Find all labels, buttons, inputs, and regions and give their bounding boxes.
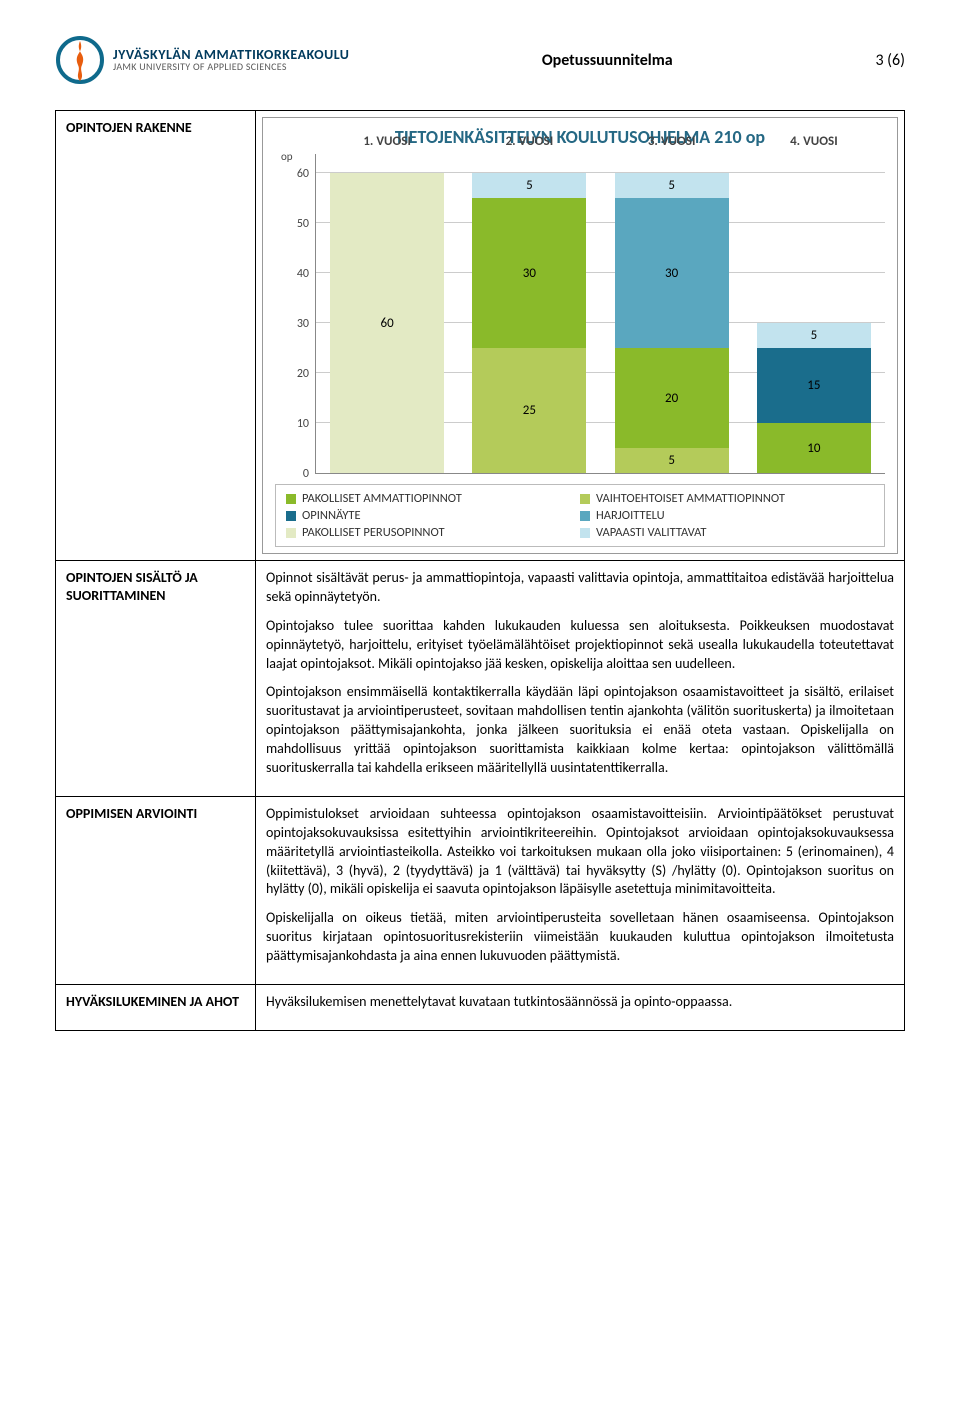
chart-column: 3. VUOSI520305 — [601, 154, 743, 473]
legend-label: OPINNÄYTE — [302, 508, 361, 523]
y-tick-label: 0 — [303, 467, 309, 481]
chart-column: 4. VUOSI10155 — [743, 154, 885, 473]
content-table: OPINTOJEN RAKENNE TIETOJENKÄSITTELYN KOU… — [55, 110, 905, 1031]
category-label: 1. VUOSI — [363, 134, 411, 149]
bar-segment: 10 — [757, 423, 871, 473]
chart-container: TIETOJENKÄSITTELYN KOULUTUSOHJELMA 210 o… — [262, 117, 898, 554]
bar-segment: 30 — [615, 198, 729, 348]
legend-swatch — [580, 528, 590, 538]
section-label-rakenne: OPINTOJEN RAKENNE — [56, 111, 256, 561]
sisalto-p3: Opintojakson ensimmäisellä kontaktikerra… — [266, 683, 894, 777]
bar-segment: 5 — [472, 173, 586, 198]
arviointi-p1: Oppimistulokset arvioidaan suhteessa opi… — [266, 805, 894, 899]
legend-item: VAPAASTI VALITTAVAT — [580, 525, 874, 540]
legend-swatch — [580, 494, 590, 504]
doc-title: Opetussuunnitelma — [349, 51, 825, 70]
y-axis: op 0102030405060 — [275, 154, 315, 474]
stacked-bar: 520305 — [615, 173, 729, 473]
legend-label: PAKOLLISET PERUSOPINNOT — [302, 525, 445, 540]
chart-column: 2. VUOSI25305 — [458, 154, 600, 473]
sisalto-p1: Opinnot sisältävät perus- ja ammattiopin… — [266, 569, 894, 607]
legend-label: VAPAASTI VALITTAVAT — [596, 525, 707, 540]
logo-text-2: JAMK UNIVERSITY OF APPLIED SCIENCES — [113, 62, 349, 72]
y-tick-label: 30 — [297, 317, 309, 331]
y-axis-unit: op — [281, 150, 293, 163]
legend-label: PAKOLLISET AMMATTIOPINNOT — [302, 491, 462, 506]
legend-label: HARJOITTELU — [596, 508, 665, 523]
bar-segment: 5 — [615, 448, 729, 473]
bar-segment: 20 — [615, 348, 729, 448]
bar-segment: 25 — [472, 348, 586, 473]
y-tick-label: 50 — [297, 217, 309, 231]
legend-swatch — [286, 511, 296, 521]
legend-item: OPINNÄYTE — [286, 508, 580, 523]
legend-swatch — [580, 511, 590, 521]
legend-swatch — [286, 494, 296, 504]
category-label: 4. VUOSI — [790, 134, 838, 149]
bar-segment: 5 — [757, 323, 871, 348]
y-tick-label: 20 — [297, 367, 309, 381]
section-content-ahot: Hyväksilukemisen menettelytavat kuvataan… — [256, 985, 905, 1031]
page-header: JYVÄSKYLÄN AMMATTIKORKEAKOULU JAMK UNIVE… — [55, 30, 905, 90]
legend-item: VAIHTOEHTOISET AMMATTIOPINNOT — [580, 491, 874, 506]
plot-area: 1. VUOSI602. VUOSI253053. VUOSI5203054. … — [315, 154, 885, 474]
y-tick-label: 10 — [297, 417, 309, 431]
bar-segment: 15 — [757, 348, 871, 423]
y-tick-label: 60 — [297, 167, 309, 181]
ahot-p1: Hyväksilukemisen menettelytavat kuvataan… — [266, 993, 894, 1012]
category-label: 3. VUOSI — [648, 134, 696, 149]
legend-item: HARJOITTELU — [580, 508, 874, 523]
section-label-arviointi: OPPIMISEN ARVIOINTI — [56, 796, 256, 984]
stacked-bar: 60 — [330, 173, 444, 473]
stacked-bar: 10155 — [757, 323, 871, 473]
chart-legend: PAKOLLISET AMMATTIOPINNOT VAIHTOEHTOISET … — [275, 484, 885, 547]
legend-label: VAIHTOEHTOISET AMMATTIOPINNOT — [596, 491, 785, 506]
section-content-arviointi: Oppimistulokset arvioidaan suhteessa opi… — [256, 796, 905, 984]
arviointi-p2: Opiskelijalla on oikeus tietää, miten ar… — [266, 909, 894, 966]
legend-swatch — [286, 528, 296, 538]
section-label-sisalto: OPINTOJEN SISÄLTÖ JA SUORITTAMINEN — [56, 561, 256, 797]
flame-icon — [55, 35, 105, 85]
page-number: 3 (6) — [825, 51, 905, 70]
bar-segment: 5 — [615, 173, 729, 198]
section-content-sisalto: Opinnot sisältävät perus- ja ammattiopin… — [256, 561, 905, 797]
y-tick-label: 40 — [297, 267, 309, 281]
legend-item: PAKOLLISET PERUSOPINNOT — [286, 525, 580, 540]
legend-item: PAKOLLISET AMMATTIOPINNOT — [286, 491, 580, 506]
bar-segment: 60 — [330, 173, 444, 473]
stacked-bar: 25305 — [472, 173, 586, 473]
sisalto-p2: Opintojakso tulee suorittaa kahden lukuk… — [266, 617, 894, 674]
category-label: 2. VUOSI — [506, 134, 554, 149]
chart-column: 1. VUOSI60 — [316, 154, 458, 473]
jamk-logo: JYVÄSKYLÄN AMMATTIKORKEAKOULU JAMK UNIVE… — [55, 35, 349, 85]
section-label-ahot: HYVÄKSILUKEMINEN JA AHOT — [56, 985, 256, 1031]
bar-segment: 30 — [472, 198, 586, 348]
